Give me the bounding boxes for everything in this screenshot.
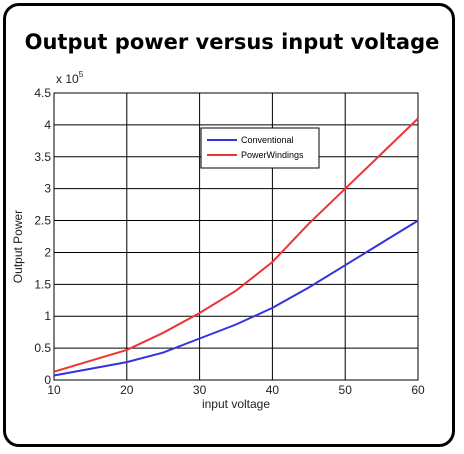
legend-box [200,127,320,169]
x-axis-label: input voltage [202,397,270,411]
y-tick-label: 0.5 [34,341,51,355]
y-tick-label: 0 [44,373,51,387]
y-tick-label: 2 [44,245,51,259]
x-tick-label: 10 [47,383,61,397]
legend: Conventional PowerWindings [200,127,320,169]
y-tick-label: 3 [44,182,51,196]
series-line-powerwindings [53,117,419,373]
x-tick-label: 50 [339,383,353,397]
legend-label: PowerWindings [241,150,304,160]
y-tick-label: 3.5 [34,150,51,164]
y-tick-label: 4 [44,118,51,132]
series-line-conventional [53,219,419,377]
x-tick-label: 40 [266,383,280,397]
y-tick-label: 4.5 [34,86,51,100]
chart-title: Output power versus input voltage [24,30,440,54]
y-axis-label: Output Power [11,210,25,283]
x-tick-label: 60 [411,383,425,397]
x-tick-label: 20 [120,383,134,397]
chart-frame [3,3,455,447]
legend-label: Conventional [241,135,294,145]
plot-area [53,92,419,381]
y-multiplier-label: x 105 [56,70,84,86]
y-tick-label: 1.5 [34,277,51,291]
y-tick-label: 2.5 [34,214,51,228]
x-tick-label: 30 [193,383,207,397]
y-tick-label: 1 [44,309,51,323]
